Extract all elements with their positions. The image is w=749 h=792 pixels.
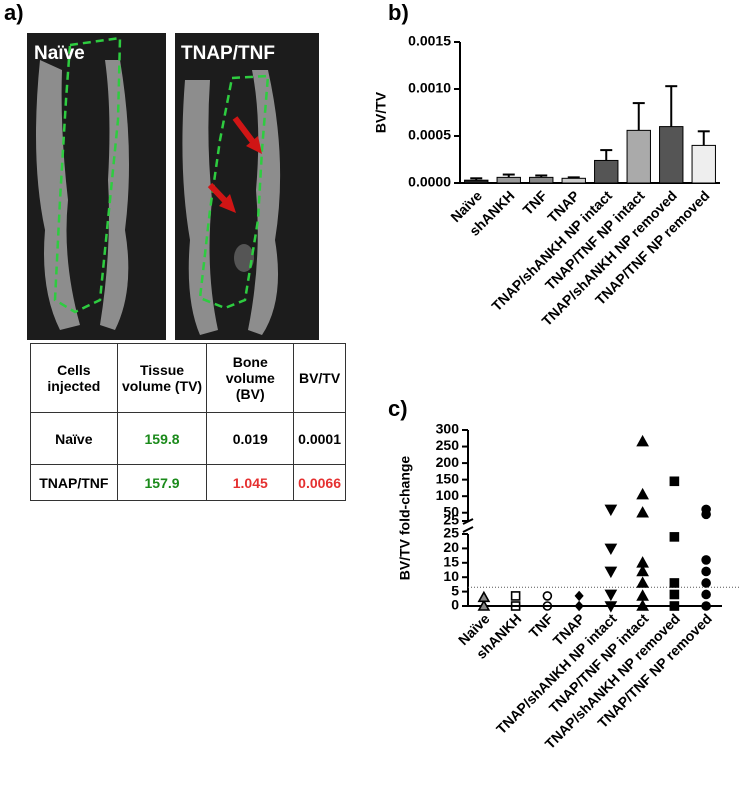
y-tick-label: 150 [436,470,460,486]
table-cell: 0.019 [206,412,295,465]
point [636,576,649,588]
micro-ct-tnap-tnf [175,33,319,340]
y-tick-label: 200 [436,454,460,470]
bar [626,129,651,184]
table-header: BV/TV [293,343,346,413]
axis-break [462,526,474,533]
table-cell: 0.0066 [293,464,346,501]
y-tick-label: 25 [443,512,459,528]
table-header: Tissue volume (TV) [116,343,208,413]
y-tick-label: 20 [443,539,459,555]
micro-ct-naive [27,33,166,340]
point [604,504,618,517]
point [510,591,521,601]
panel-label: c) [388,396,408,421]
y-tick-label: 300 [436,421,460,437]
point [669,476,680,487]
point [669,578,680,588]
point [604,543,618,556]
y-tick-label: 0.0015 [408,33,451,49]
y-tick-label: 50 [443,503,459,519]
bar [691,144,716,184]
image-label: TNAP/TNF [181,43,275,64]
point [669,589,680,600]
bar [464,179,489,184]
bar [529,176,554,184]
panel-label: b) [388,0,409,25]
point [477,599,491,611]
y-tick-label: 250 [436,437,460,453]
y-axis-label: BV/TV [373,91,389,133]
table-cell: TNAP/TNF [30,464,118,501]
point [701,566,711,577]
point [636,434,649,447]
point [510,601,521,611]
point [574,590,584,602]
point [542,601,553,611]
table-cell: 159.8 [116,412,208,465]
point [636,599,649,611]
point [701,601,711,611]
image-label: Naïve [34,43,85,64]
y-tick-label: 25 [443,525,459,541]
y-axis-label: BV/TV fold-change [397,456,413,581]
point [636,506,649,518]
y-tick-label: 0.0010 [408,80,451,96]
axis-break [462,518,474,525]
y-tick-label: 5 [451,582,459,598]
point [701,589,711,600]
point [604,566,618,579]
table-cell: 157.9 [116,464,208,501]
point [604,589,618,602]
point [574,600,584,612]
y-tick-label: 10 [443,568,459,584]
table-cell: Naïve [30,412,118,465]
y-tick-label: 15 [443,554,459,570]
point [604,601,618,613]
bar [561,177,586,184]
bar [659,126,684,184]
y-tick-label: 0.0005 [408,127,451,143]
y-tick-label: 0.0000 [408,174,451,190]
point [477,590,491,603]
table-header: Cells injected [30,343,118,413]
point [636,564,649,577]
panel-label: a) [4,0,24,25]
point [669,532,680,542]
point [701,504,711,515]
point [542,591,553,601]
table-cell: 1.045 [206,464,295,501]
y-tick-label: 100 [436,487,460,503]
point [636,487,649,500]
point [636,589,649,601]
table-header: Bone volume (BV) [206,343,295,413]
bar [594,159,619,184]
table-cell: 0.0001 [293,412,346,465]
point [636,556,649,568]
point [701,578,711,588]
results-table: Cells injected Tissue volume (TV) Bone v… [30,343,346,501]
y-tick-label: 0 [451,597,459,613]
point [701,555,711,565]
bar [496,176,521,184]
point [669,601,680,611]
